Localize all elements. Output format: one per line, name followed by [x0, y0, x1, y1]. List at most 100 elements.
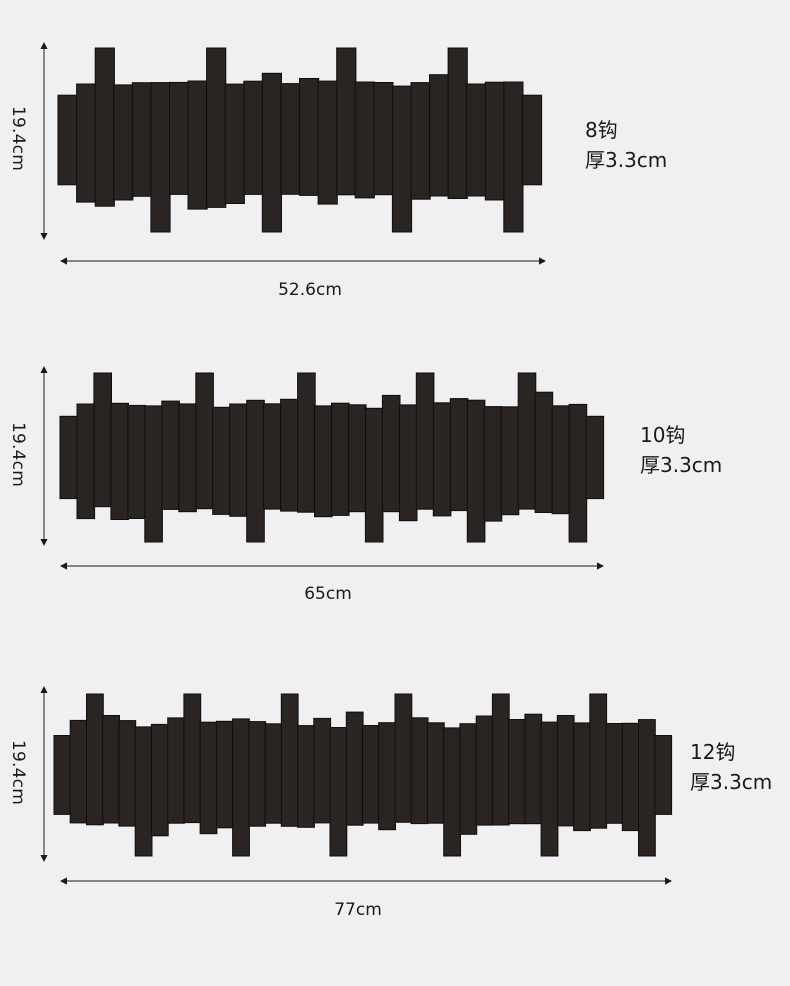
- rack-slat: [483, 406, 503, 522]
- height-dimension-label: 19.4cm: [8, 106, 28, 171]
- hook-slat: [297, 372, 316, 513]
- rack-slat: [429, 74, 450, 197]
- rack-slat: [131, 82, 153, 197]
- arrowhead-icon: [40, 42, 48, 49]
- rack-slat: [167, 717, 185, 824]
- hook-slat: [568, 403, 588, 543]
- hook-slat: [447, 47, 468, 199]
- rack-slat: [76, 403, 96, 520]
- hook-slat: [183, 693, 202, 824]
- arrowhead-icon: [40, 855, 48, 862]
- thickness-label: 厚3.3cm: [690, 770, 773, 794]
- rack-slat: [113, 84, 134, 201]
- arrowhead-icon: [60, 562, 67, 570]
- rack-slat: [199, 721, 218, 835]
- rack-illustration: [40, 42, 546, 265]
- rack-slat: [398, 404, 418, 522]
- hook-slat: [394, 693, 413, 823]
- rack-slat: [534, 391, 554, 513]
- rack-slat: [348, 404, 367, 513]
- rack-slat: [378, 722, 397, 831]
- rack-slat: [317, 80, 338, 205]
- rack-slat: [432, 402, 452, 517]
- arrowhead-icon: [40, 539, 48, 546]
- rack-illustration: [40, 366, 605, 570]
- rack-slat: [605, 723, 624, 824]
- rack-slat: [169, 81, 190, 195]
- rack-slat: [331, 402, 350, 516]
- rack-slat: [475, 715, 494, 826]
- hook-count-label: 12钩: [690, 740, 736, 764]
- hook-slat: [443, 727, 462, 857]
- rack-slat: [345, 711, 364, 826]
- spec-block: 12钩 厚3.3cm: [690, 737, 772, 797]
- width-dimension-label: 65cm: [304, 584, 352, 604]
- arrowhead-icon: [40, 366, 48, 373]
- rack-slat: [551, 405, 571, 515]
- hook-slat: [150, 82, 171, 233]
- arrowhead-icon: [665, 877, 672, 885]
- hook-slat: [364, 407, 384, 543]
- rack-slat: [280, 398, 299, 512]
- hook-slat: [232, 718, 250, 857]
- rack-slat: [161, 400, 180, 510]
- rack-slat: [410, 82, 431, 200]
- rack-slat: [118, 720, 137, 827]
- rack-slat: [459, 723, 478, 835]
- hook-slat: [589, 693, 608, 829]
- rack-slat: [410, 717, 429, 825]
- rack-slat: [524, 713, 543, 825]
- arrowhead-icon: [539, 257, 546, 265]
- rack-slat: [102, 715, 120, 824]
- rack-slat: [381, 394, 401, 513]
- rack-slat: [248, 721, 267, 827]
- rack-slat: [127, 404, 147, 519]
- thickness-label: 厚3.3cm: [585, 148, 668, 172]
- arrowhead-icon: [60, 877, 67, 885]
- rack-slat: [263, 403, 282, 510]
- hook-slat: [144, 405, 163, 543]
- coat-rack-variant-10-hooks: 19.4cm 65cm 10钩 厚3.3cm: [0, 320, 790, 640]
- hook-slat: [195, 372, 214, 510]
- rack-slat: [521, 94, 543, 186]
- rack-slat: [426, 722, 445, 824]
- rack-slat: [243, 80, 264, 195]
- rack-slat: [299, 78, 320, 196]
- coat-rack-variant-8-hooks: 19.4cm 52.6cm 8钩 厚3.3cm: [0, 0, 790, 320]
- hook-slat: [466, 399, 486, 543]
- hook-slat: [415, 372, 435, 510]
- arrowhead-icon: [60, 257, 67, 265]
- rack-slat: [297, 725, 315, 828]
- rack-slat: [215, 720, 234, 829]
- hook-slat: [261, 72, 282, 233]
- spec-block: 8钩 厚3.3cm: [585, 115, 667, 175]
- rack-slat: [187, 80, 208, 210]
- hook-slat: [134, 726, 153, 857]
- hook-slat: [329, 727, 348, 857]
- rack-slat: [110, 402, 130, 520]
- rack-slat: [573, 722, 591, 832]
- rack-slat: [224, 83, 245, 204]
- hook-slat: [246, 399, 265, 543]
- arrowhead-icon: [40, 686, 48, 693]
- hook-slat: [280, 693, 299, 827]
- hook-slat: [94, 47, 115, 207]
- rack-slat: [500, 406, 520, 516]
- width-dimension-label: 77cm: [334, 900, 382, 920]
- spec-block: 10钩 厚3.3cm: [640, 420, 722, 480]
- arrowhead-icon: [40, 233, 48, 240]
- rack-slat: [556, 715, 575, 827]
- rack-slat: [69, 719, 88, 824]
- hook-slat: [503, 81, 524, 233]
- rack-slat: [178, 403, 197, 513]
- hook-slat: [391, 85, 413, 233]
- rack-slat: [229, 403, 248, 517]
- rack-slat: [150, 723, 169, 837]
- hook-count-label: 8钩: [585, 118, 618, 142]
- width-dimension-label: 52.6cm: [278, 280, 342, 300]
- rack-slat: [585, 415, 605, 500]
- rack-slat: [373, 82, 394, 196]
- hook-slat: [540, 721, 559, 857]
- hook-slat: [491, 693, 510, 826]
- rack-slat: [449, 398, 469, 512]
